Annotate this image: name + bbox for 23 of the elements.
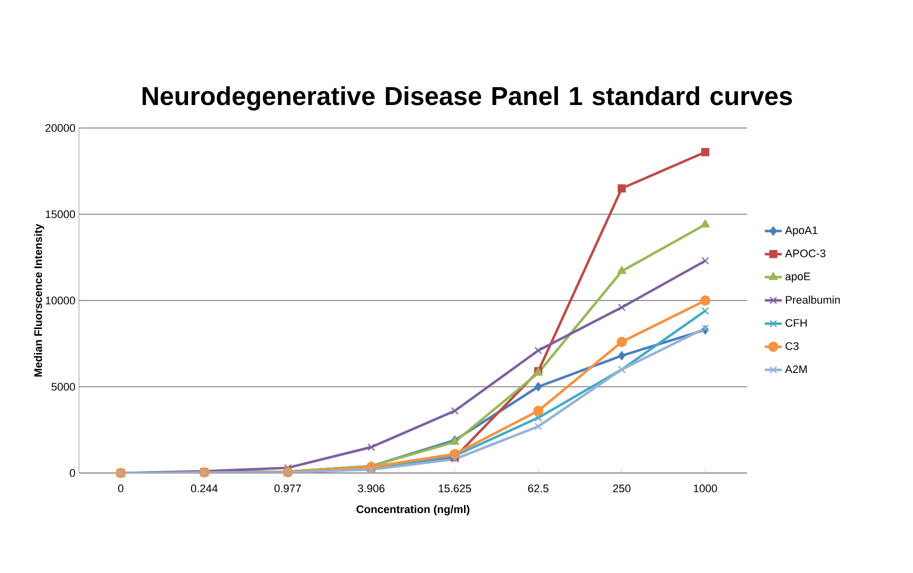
x-tick-label: 0: [118, 484, 124, 492]
y-tick-label: 15000: [46, 210, 76, 218]
x-tick-label: 0.977: [274, 484, 301, 492]
legend-label: C3: [786, 342, 799, 350]
legend-label: ApoA1: [785, 226, 818, 236]
x-tick-label: 250: [613, 484, 630, 492]
legend-label: apoE: [786, 272, 810, 282]
y-tick-label: 0: [70, 469, 76, 477]
legend-label: Prealbumin: [786, 296, 840, 304]
y-tick-label: 20000: [46, 124, 76, 132]
x-tick-label: 62.5: [528, 484, 548, 492]
legend-label: CFH: [786, 319, 807, 327]
x-axis-title: Concentration (ng/ml): [356, 505, 470, 516]
legend-label: A2M: [785, 365, 807, 373]
x-tick-label: 3.906: [358, 484, 384, 492]
x-tick-label: 1000: [694, 484, 717, 492]
y-axis-title: Median Fluorscence Intensity: [34, 224, 44, 376]
y-tick-label: 10000: [46, 296, 76, 304]
y-tick-label: 5000: [52, 382, 76, 391]
x-tick-label: 0.244: [190, 484, 218, 492]
x-tick-label: 15.625: [438, 484, 472, 492]
legend-label: APOC-3: [785, 250, 826, 258]
chart-title: Neurodegenerative Disease Panel 1 standard curves: [142, 86, 792, 110]
